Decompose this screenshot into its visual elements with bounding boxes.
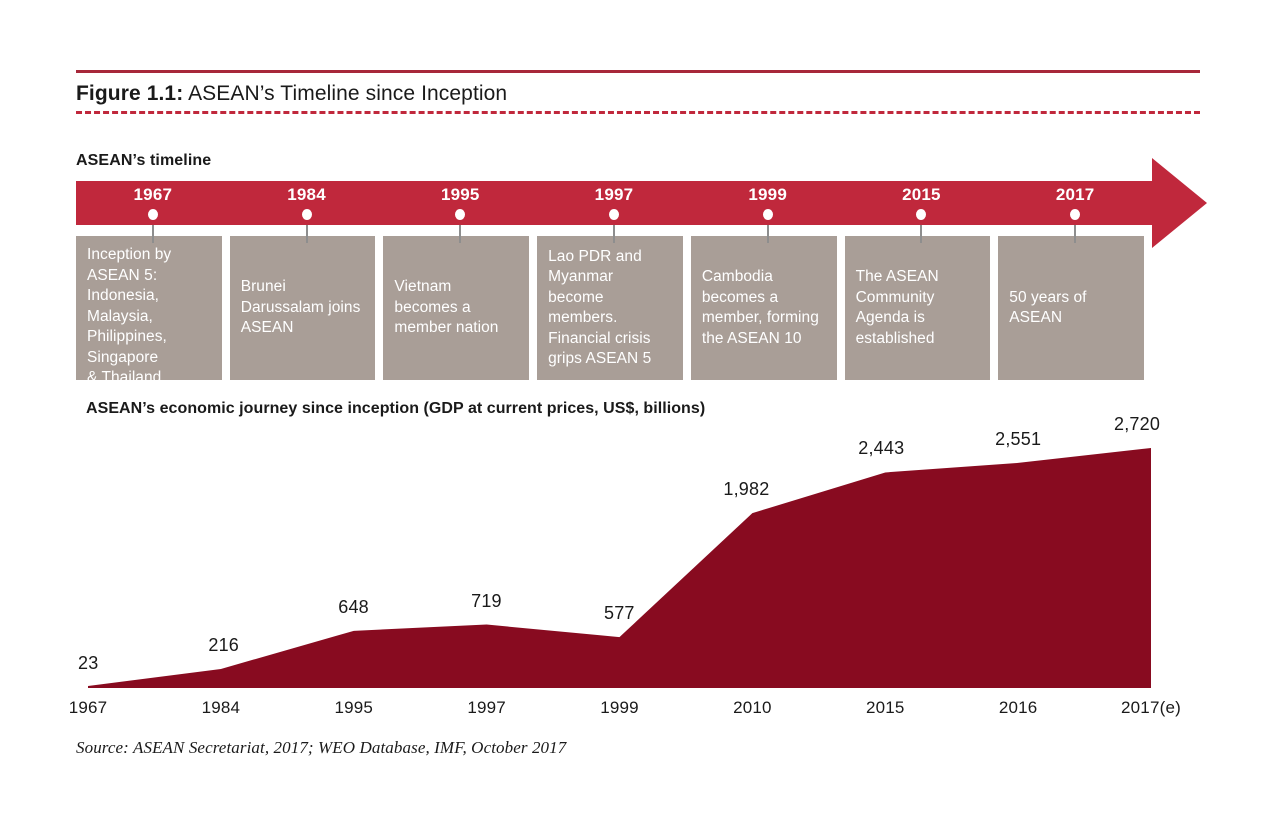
timeline-year-label: 1997 (594, 185, 634, 204)
timeline-year-1997[interactable]: 1997 (537, 181, 691, 225)
timeline-year-label: 1995 (440, 185, 480, 204)
x-tick-2015: 2015 (865, 698, 905, 717)
timeline-year-1999[interactable]: 1999 (691, 181, 845, 225)
timeline-year-label: 1967 (133, 185, 173, 204)
timeline-year-2017[interactable]: 2017 (998, 181, 1152, 225)
timeline-year-2015[interactable]: 2015 (845, 181, 999, 225)
timeline-connector-stem (920, 225, 923, 243)
timeline-year-1967[interactable]: 1967 (76, 181, 230, 225)
top-rule (76, 70, 1200, 73)
timeline-event-box-2017[interactable]: 50 years of ASEAN (998, 236, 1144, 380)
timeline-event-box-1997[interactable]: Lao PDR and Myanmar become members. Fina… (537, 236, 683, 380)
data-label-2016: 2,551 (995, 428, 1042, 449)
figure-title: Figure 1.1: ASEAN’s Timeline since Incep… (76, 80, 1206, 108)
dashed-rule (76, 111, 1200, 114)
timeline-event-text: Brunei Darussalam joins ASEAN (240, 278, 361, 337)
timeline-connector-stem (1074, 225, 1077, 243)
timeline-event-box-1999[interactable]: Cambodia becomes a member, forming the A… (690, 236, 837, 380)
x-tick-1999: 1999 (600, 698, 639, 717)
figure-title-text: ASEAN’s Timeline since Inception (183, 82, 508, 105)
x-tick-1995: 1995 (334, 698, 374, 717)
data-label-1967: 23 (78, 652, 99, 673)
timeline-connector-stem (766, 225, 769, 243)
data-label-1984: 216 (208, 634, 240, 655)
timeline-connector-stem (151, 225, 154, 243)
timeline-year-1984[interactable]: 1984 (230, 181, 384, 225)
chart-title: ASEAN’s economic journey since inception… (86, 400, 706, 417)
data-label-1999: 577 (604, 603, 635, 624)
data-label-2017e: 2,720 (1114, 414, 1161, 434)
timeline-dot-icon (301, 209, 312, 220)
data-label-2010: 1,982 (723, 479, 770, 500)
timeline-dot-icon (916, 209, 927, 220)
timeline-event-text: Lao PDR and Myanmar become members. Fina… (548, 247, 652, 368)
timeline-event-text: Vietnam becomes a member nation (394, 278, 499, 337)
timeline-year-label: 1984 (287, 185, 326, 204)
data-label-1997: 719 (471, 590, 502, 611)
timeline-arrow (76, 156, 1208, 250)
timeline-heading: ASEAN’s timeline (76, 152, 212, 169)
timeline-connector-stem (459, 225, 462, 243)
timeline-year-label: 1999 (748, 185, 787, 204)
timeline-dot-icon (762, 209, 773, 220)
timeline-year-label: 2015 (902, 185, 941, 204)
source-note: Source: ASEAN Secretariat, 2017; WEO Dat… (76, 738, 567, 757)
timeline-event-box-1995[interactable]: Vietnam becomes a member nation (383, 236, 530, 380)
gdp-area-chart (0, 420, 1275, 695)
timeline-connector-stem (305, 225, 308, 243)
chart-x-axis: 1967 1984 1995 1997 1999 2010 2015 2016 2017(e) (0, 698, 1275, 724)
x-tick-1997: 1997 (467, 698, 506, 717)
timeline-event-boxes: Inception by ASEAN 5: Indonesia, Malaysi… (76, 236, 1152, 386)
data-label-2015: 2,443 (858, 438, 905, 459)
timeline-event-box-1984[interactable]: Brunei Darussalam joins ASEAN (229, 236, 376, 380)
timeline-event-text: The ASEAN Community Agenda is establishe… (855, 268, 939, 347)
timeline-event-box-2015[interactable]: The ASEAN Community Agenda is establishe… (844, 236, 991, 380)
timeline-dot-icon (608, 209, 619, 220)
x-tick-1967: 1967 (68, 698, 108, 717)
x-tick-1984: 1984 (201, 698, 241, 717)
x-tick-2010: 2010 (733, 698, 772, 717)
timeline-dot-icon (1070, 209, 1081, 220)
x-tick-2016: 2016 (998, 698, 1038, 717)
data-label-1995: 648 (338, 596, 369, 617)
timeline-dot-icon (147, 209, 158, 220)
timeline-event-text: Inception by ASEAN 5: Indonesia, Malaysi… (87, 246, 172, 386)
timeline-event-box-1967[interactable]: Inception by ASEAN 5: Indonesia, Malaysi… (76, 236, 222, 386)
figure-number: Figure 1.1: (76, 82, 184, 105)
timeline-year-1995[interactable]: 1995 (383, 181, 537, 225)
timeline-event-text: Cambodia becomes a member, forming the A… (701, 268, 819, 347)
timeline-event-text: 50 years of ASEAN (1009, 288, 1087, 327)
timeline-connector-stem (613, 225, 615, 243)
timeline-dot-icon (455, 209, 466, 220)
x-tick-2017e: 2017(e) (1121, 698, 1181, 717)
timeline-year-label: 2017 (1055, 185, 1095, 204)
timeline-year-markers: 1967 1984 1995 1997 1999 2015 2017 (76, 181, 1152, 225)
